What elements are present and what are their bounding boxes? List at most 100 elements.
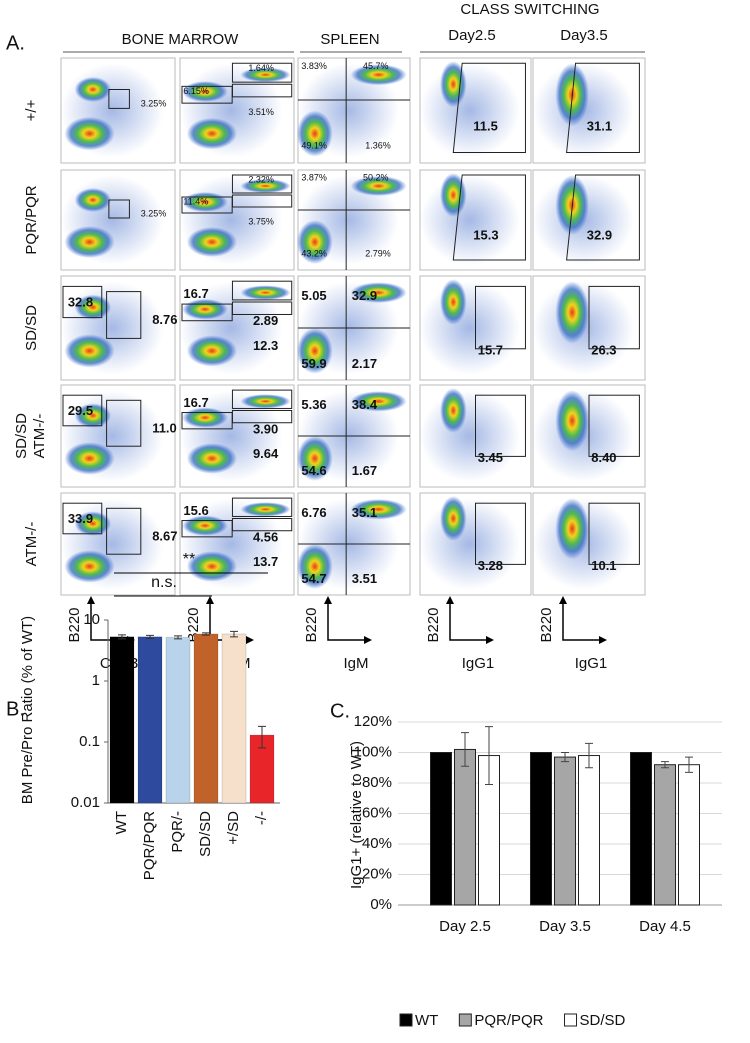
legend-label: SD/SD [580,1012,626,1029]
gate [231,280,293,301]
header: Day3.5 [560,27,608,44]
gate-percent: 32.8 [68,294,93,309]
bar [430,752,452,906]
x-tick-label: WT [113,811,130,834]
gate-percent: 3.75% [248,216,274,226]
gate-percent: 15.7 [478,342,503,357]
gate-percent: 45.7% [363,61,389,71]
gate-percent: 3.90 [253,421,278,436]
gate-percent: 31.1 [587,119,612,134]
plot-haze [420,498,520,590]
axis-label: IgG1 [462,655,495,672]
arrow-head [206,596,214,604]
gate-percent: 11.0 [152,420,177,435]
y-tick-label: 120% [354,713,392,730]
cell-density [186,117,237,150]
gate-percent: 9.64 [253,446,279,461]
gate-percent: 54.7 [301,571,326,586]
cell-density [240,502,291,517]
gate-percent: 2.89 [253,313,278,328]
bar [630,752,652,906]
gate-percent: 12.3 [253,338,278,353]
x-tick-label: Day 4.5 [639,918,691,935]
row-label: ATM-/- [23,522,40,567]
gate [566,62,640,153]
legend-swatch [564,1013,578,1027]
gate-percent: 2.17 [352,356,377,371]
gate-percent: 11.4% [183,196,208,206]
gate [106,507,142,555]
cell-density [64,550,115,583]
cell-density [555,498,589,560]
gate-percent: 59.9 [301,356,326,371]
cell-density [350,64,407,86]
y-tick-label: 20% [362,865,392,882]
error-bar [230,630,238,638]
axis-label: B220 [538,607,555,642]
gate-percent: 50.2% [363,172,389,182]
axis-label: B220 [185,607,202,642]
bar [454,748,476,906]
gate [181,303,233,322]
bar [578,755,600,906]
annotation: n.s. [151,574,177,591]
gate-percent: 1.36% [365,141,391,151]
error-bar [485,726,493,786]
gate [62,502,103,535]
gate-percent: 6.76 [301,505,326,520]
cell-density [182,407,228,428]
cell-density [240,67,291,83]
bar [221,633,247,804]
error-bar [561,752,569,763]
gate-percent: 16.7 [183,395,208,410]
panel-label: C. [330,700,350,722]
gate [106,399,142,447]
axis-label: B220 [425,607,442,642]
gate [108,89,130,109]
cell-density [296,436,333,481]
gate-percent: 29.5 [68,403,93,418]
gate-percent: 3.87% [301,172,327,182]
cell-density [350,391,407,412]
cell-density [64,226,115,258]
x-tick-label: Day 2.5 [439,918,491,935]
x-tick-label: +/SD [225,811,242,845]
cell-density [439,173,467,217]
error-bar [202,632,210,636]
cell-density [64,116,115,151]
y-axis-title: IgG1+ (relative to WT) [348,741,365,889]
row-label: SD/SD [23,305,40,351]
cell-density [74,188,112,212]
gate-percent: 3.28 [478,558,503,573]
x-tick-label: Day 3.5 [539,918,591,935]
gate-percent: 3.83% [301,61,327,71]
y-tick-label: 100% [354,743,392,760]
gate-percent: 43.2% [301,248,327,258]
gate-percent: 32.9 [587,227,612,242]
gate-percent: 8.40 [591,450,616,465]
gate-percent: 15.3 [473,227,498,242]
gate [475,502,526,565]
cell-density [439,61,467,108]
plot-haze [420,390,520,482]
gate [588,502,640,565]
cell-density [439,496,467,541]
cell-density [186,227,237,257]
bar [137,636,163,804]
cell-density [350,499,407,520]
axis-label: IgG1 [575,655,608,672]
bar [678,764,700,906]
plot-haze [420,281,520,375]
cell-density [350,176,407,196]
gate [181,85,233,104]
cell-density [240,285,291,300]
plot-haze [420,175,520,265]
bar [193,633,219,804]
plot-haze [420,63,520,158]
header: CLASS SWITCHING [460,1,599,18]
error-bar [146,634,154,639]
cell-density [182,298,228,320]
error-bar [585,742,593,769]
cell-density [186,335,237,367]
